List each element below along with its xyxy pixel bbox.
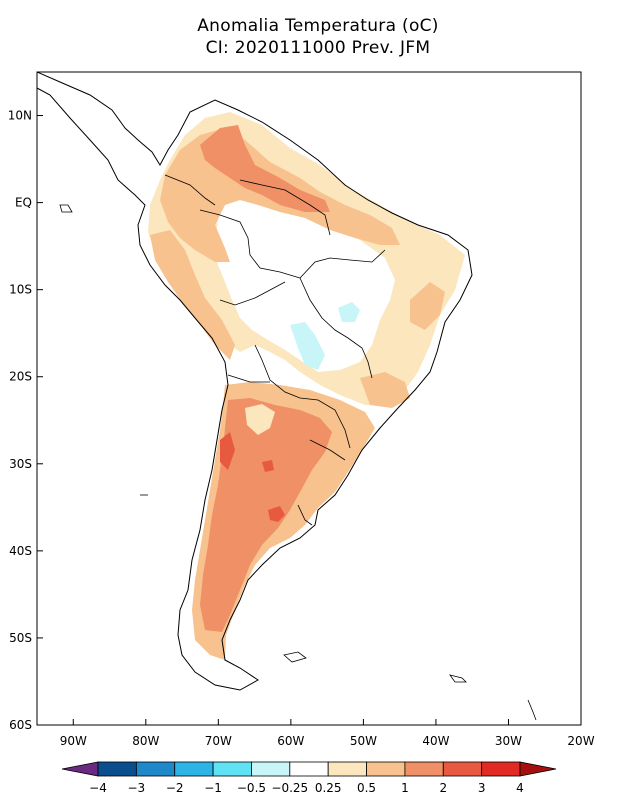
colorbar-label: 0.25 <box>315 781 342 795</box>
map-subtitle: CI: 2020111000 Prev. JFM <box>205 38 431 58</box>
colorbar-label: −0.5 <box>237 781 266 795</box>
anomaly-2-3-south <box>200 398 332 632</box>
lat-tick-label: 10S <box>9 283 32 297</box>
colorbar: −4 −3 −2 −1 −0.5 −0.25 0.25 0.5 1 2 3 4 <box>61 761 557 795</box>
anomaly-3-4-spot-1 <box>268 506 285 522</box>
colorbar-swatch <box>404 761 444 777</box>
lat-tick-label: EQ <box>15 196 32 210</box>
latitude-axis: 10N EQ 10S 20S 30S 40S 50S 60S <box>8 109 43 732</box>
country-borders <box>164 174 386 526</box>
colorbar-swatch <box>97 761 137 777</box>
islands <box>59 204 537 721</box>
coastline <box>37 72 473 691</box>
colorbar-swatch <box>481 761 521 777</box>
colorbar-label: −1 <box>204 781 222 795</box>
map-title: Anomalia Temperatura (oC) <box>197 16 439 36</box>
lat-tick-label: 60S <box>9 718 32 732</box>
anomaly-negative-spot-2 <box>290 322 325 370</box>
lon-tick-label: 30W <box>495 734 522 748</box>
colorbar-label: 3 <box>478 781 486 795</box>
colorbar-swatch <box>174 761 214 777</box>
lon-tick-label: 80W <box>132 734 159 748</box>
lat-tick-label: 40S <box>9 544 32 558</box>
colorbar-label: 4 <box>516 781 524 795</box>
lon-tick-label: 70W <box>205 734 232 748</box>
anomaly-3-4-spot-2 <box>220 432 235 470</box>
lon-tick-label: 20W <box>567 734 594 748</box>
lat-tick-label: 10N <box>8 109 32 123</box>
lon-tick-label: 60W <box>277 734 304 748</box>
colorbar-label: −3 <box>128 781 146 795</box>
colorbar-label: 2 <box>439 781 447 795</box>
colorbar-arrow-high <box>519 761 557 777</box>
anomaly-negative-spot-1 <box>338 302 360 322</box>
colorbar-swatch <box>135 761 176 777</box>
anomaly-1-2-east <box>410 282 445 330</box>
colorbar-swatch <box>212 761 252 777</box>
colorbar-label: 0.5 <box>357 781 376 795</box>
colorbar-label: −2 <box>166 781 184 795</box>
colorbar-label: −0.25 <box>271 781 308 795</box>
anomaly-3-4-spot-3 <box>262 460 274 472</box>
colorbar-swatch <box>366 761 406 777</box>
longitude-axis: 90W 80W 70W 60W 50W 40W 30W 20W <box>60 719 595 748</box>
lon-tick-label: 40W <box>422 734 449 748</box>
colorbar-swatch <box>442 761 483 777</box>
colorbar-label: −4 <box>89 781 107 795</box>
colorbar-arrow-low <box>61 761 99 777</box>
colorbar-label: 1 <box>401 781 409 795</box>
lon-tick-label: 50W <box>350 734 377 748</box>
anomaly-1-2-andes <box>150 230 235 360</box>
lat-tick-label: 30S <box>9 457 32 471</box>
colorbar-swatch <box>289 761 329 777</box>
anomaly-1-2-se <box>360 372 410 408</box>
colorbar-swatch <box>251 761 291 777</box>
map-frame <box>36 71 582 726</box>
lat-tick-label: 50S <box>9 631 32 645</box>
map-content <box>37 72 537 721</box>
lon-tick-label: 90W <box>60 734 87 748</box>
lat-tick-label: 20S <box>9 370 32 384</box>
anomaly-2-3-north <box>200 125 330 212</box>
anomaly-field <box>148 112 465 660</box>
colorbar-swatch <box>327 761 367 777</box>
anomaly-0.25-0.5-south-patch <box>245 404 275 435</box>
